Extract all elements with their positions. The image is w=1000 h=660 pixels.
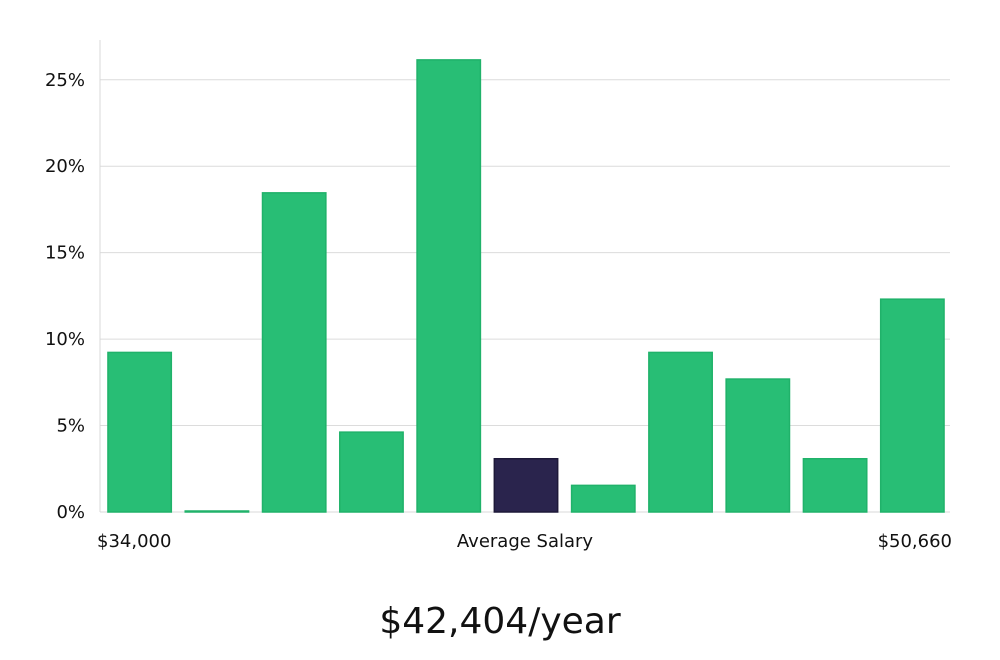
salary-bar [416,59,482,513]
salary-bar [570,484,636,513]
salary-bar [339,431,404,513]
salary-bar [107,351,173,513]
y-tick-label: 5% [56,416,85,437]
y-tick-label: 10% [45,329,85,350]
salary-bar [261,192,327,513]
average-salary-value: $42,404/year [379,601,621,642]
x-label-average-salary: Average Salary [457,531,594,552]
y-tick-label: 25% [45,70,85,91]
average-salary-bar [493,457,559,513]
x-label-max-salary: $50,660 [878,531,952,552]
y-tick-label: 15% [45,243,85,264]
salary-bar [879,298,945,513]
salary-bar [802,457,868,513]
salary-bar [184,510,250,513]
salary-histogram: 0% 5% 10% 15% 20% 25% $34,000 Average Salary $50… [45,40,952,552]
x-label-min-salary: $34,000 [97,531,171,552]
y-tick-label: 0% [56,502,85,523]
y-tick-label: 20% [45,156,85,177]
salary-bar [725,378,791,513]
salary-bar [648,351,713,513]
